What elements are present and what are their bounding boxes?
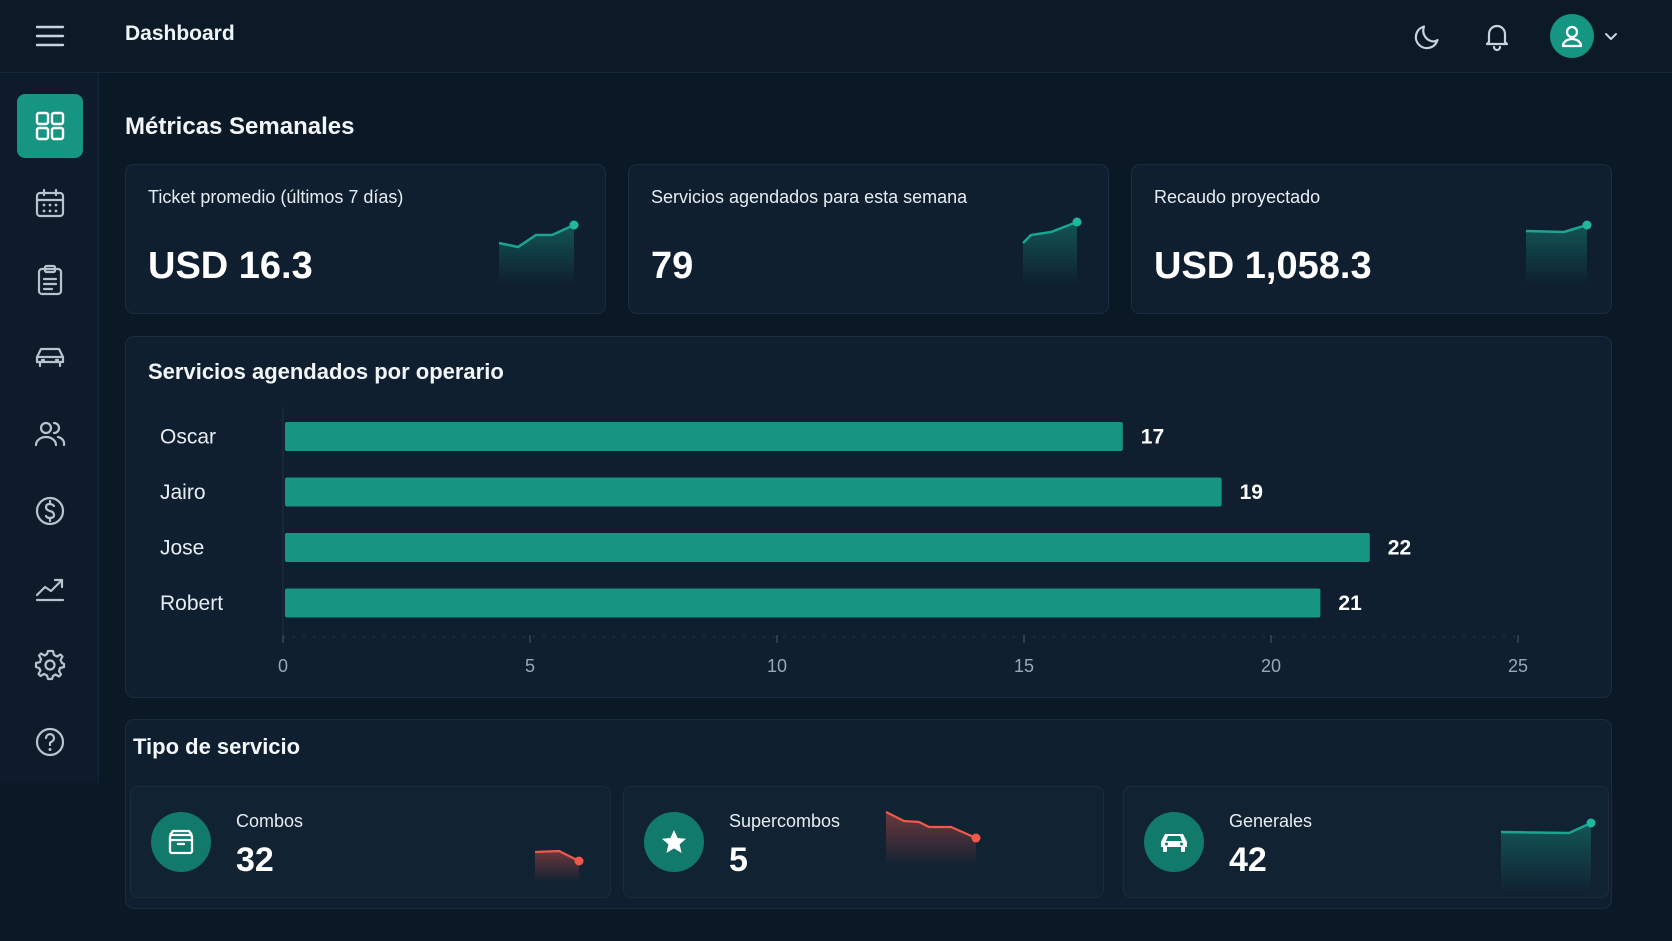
kpi-label: Ticket promedio (últimos 7 días)	[148, 187, 404, 207]
service-card-supercombos[interactable]: Supercombos 5	[623, 786, 1104, 898]
bar	[285, 477, 1222, 507]
clipboard-icon	[37, 264, 63, 296]
kpi-value: USD 1,058.3	[1154, 245, 1372, 287]
chart-title: Servicios agendados por operario	[148, 359, 504, 384]
help-icon	[35, 727, 65, 757]
sparkline	[1500, 818, 1596, 892]
sparkline	[1525, 220, 1592, 285]
service-value: 32	[236, 841, 274, 879]
avatar[interactable]	[1550, 14, 1594, 58]
category-label: Robert	[160, 592, 223, 615]
kpi-card-revenue: Recaudo proyectado USD 1,058.3	[1131, 164, 1612, 314]
data-label: 21	[1338, 592, 1362, 615]
kpi-card-ticket: Ticket promedio (últimos 7 días) USD 16.…	[125, 164, 606, 314]
sidebar	[0, 73, 99, 783]
bar	[285, 588, 1321, 618]
kpi-label: Recaudo proyectado	[1154, 187, 1321, 207]
sidebar-item-help[interactable]	[17, 710, 83, 774]
category-label: Jose	[160, 537, 204, 560]
users-icon	[34, 421, 66, 447]
data-label: 19	[1240, 481, 1263, 504]
car-icon	[1144, 812, 1204, 872]
sidebar-item-settings[interactable]	[17, 633, 83, 697]
sidebar-item-reports[interactable]	[17, 556, 83, 620]
metrics-title: Métricas Semanales	[125, 113, 355, 140]
chevron-down-icon[interactable]	[1603, 28, 1619, 44]
category-label: Jairo	[160, 481, 206, 504]
sidebar-item-payments[interactable]	[17, 479, 83, 543]
trend-icon	[35, 578, 65, 602]
kpi-value: USD 16.3	[148, 245, 313, 287]
page-title: Dashboard	[125, 22, 235, 45]
x-tick-label: 0	[278, 656, 288, 676]
category-label: Oscar	[160, 426, 216, 449]
car-icon	[35, 347, 65, 368]
bar-chart: Oscar 17 Jairo 19 Jose 22 Robert 21 0 5 10 15 20 25	[160, 407, 1528, 676]
dollar-icon	[35, 496, 65, 526]
sparkline	[885, 811, 981, 867]
data-label: 17	[1141, 426, 1164, 449]
sidebar-item-clipboard[interactable]	[17, 248, 83, 312]
grid-icon	[35, 111, 65, 141]
sidebar-item-users[interactable]	[17, 402, 83, 466]
star-icon	[644, 812, 704, 872]
moon-icon[interactable]	[1412, 20, 1444, 52]
top-bar: Dashboard	[0, 0, 1672, 73]
x-tick-label: 25	[1508, 656, 1528, 676]
sparkline	[498, 220, 579, 285]
bar	[285, 533, 1370, 562]
service-label: Generales	[1229, 811, 1313, 831]
sparkline	[1022, 217, 1082, 285]
calendar-icon	[35, 188, 65, 218]
service-value: 5	[729, 841, 748, 879]
service-types-title: Tipo de servicio	[133, 734, 301, 759]
service-types-card: Tipo de servicio Combos 32 Supercombos 5…	[125, 719, 1612, 909]
sidebar-item-calendar[interactable]	[17, 171, 83, 235]
box-icon	[151, 812, 211, 872]
operators-chart-card: Servicios agendados por operario Oscar 17…	[125, 336, 1612, 698]
x-tick-label: 10	[767, 656, 787, 676]
menu-icon[interactable]	[34, 22, 66, 50]
service-label: Combos	[236, 811, 304, 831]
sparkline	[534, 849, 584, 882]
service-label: Supercombos	[729, 811, 841, 831]
service-card-combos[interactable]: Combos 32	[130, 786, 611, 898]
x-tick-label: 15	[1014, 656, 1034, 676]
service-card-generales[interactable]: Generales 42	[1123, 786, 1609, 898]
bar	[285, 422, 1123, 451]
bell-icon[interactable]	[1481, 20, 1513, 52]
kpi-card-services: Servicios agendados para esta semana 79	[628, 164, 1109, 314]
service-value: 42	[1229, 841, 1267, 879]
data-label: 22	[1388, 537, 1411, 560]
kpi-value: 79	[651, 245, 694, 287]
gear-icon	[34, 649, 66, 681]
x-tick-label: 20	[1261, 656, 1281, 676]
sidebar-item-vehicles[interactable]	[17, 325, 83, 389]
sidebar-item-dashboard[interactable]	[17, 94, 83, 158]
kpi-label: Servicios agendados para esta semana	[651, 187, 968, 207]
x-tick-label: 5	[525, 656, 535, 676]
user-icon	[1561, 25, 1583, 48]
